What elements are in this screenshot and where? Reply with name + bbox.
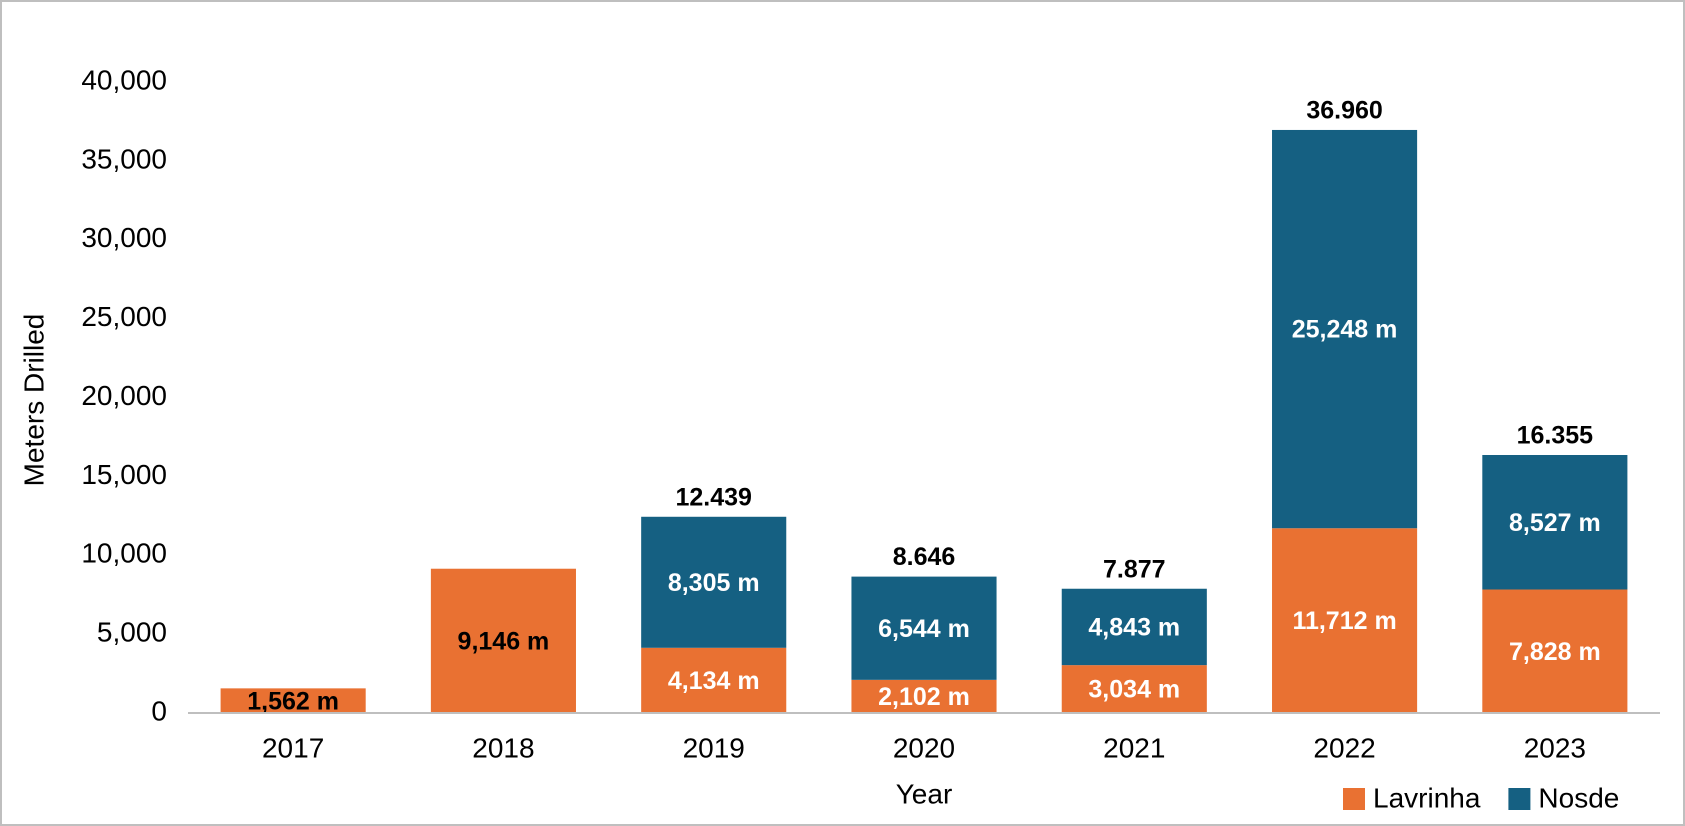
y-tick-label: 0 <box>151 695 167 726</box>
bar-segment <box>1272 129 1418 529</box>
data-label: 25,248 m <box>1292 316 1398 344</box>
data-label: 8,305 m <box>668 569 760 597</box>
total-label: 36.960 <box>1306 97 1382 125</box>
total-label: 8.646 <box>893 543 956 571</box>
y-tick-label: 10,000 <box>81 538 167 569</box>
x-tick-label: 2018 <box>472 732 534 763</box>
data-label: 3,034 m <box>1088 676 1180 704</box>
total-label: 16.355 <box>1517 422 1594 450</box>
y-tick-label: 30,000 <box>81 222 167 253</box>
y-tick-label: 25,000 <box>81 301 167 332</box>
x-tick-label: 2021 <box>1103 732 1165 763</box>
x-tick-label: 2020 <box>893 732 955 763</box>
bar-segment <box>851 576 997 680</box>
legend-swatch <box>1508 788 1531 810</box>
x-tick-label: 2022 <box>1313 732 1375 763</box>
y-tick-label: 20,000 <box>81 380 167 411</box>
bar-segment <box>1482 589 1628 713</box>
y-tick-label: 35,000 <box>81 143 167 174</box>
legend-label: Nosde <box>1538 782 1619 813</box>
x-tick-label: 2023 <box>1524 732 1586 763</box>
data-label: 9,146 m <box>458 627 550 655</box>
data-label: 11,712 m <box>1292 607 1396 635</box>
x-tick-label: 2019 <box>683 732 745 763</box>
y-tick-label: 5,000 <box>97 617 167 648</box>
bar-segment <box>1061 665 1207 713</box>
data-label: 8,527 m <box>1509 509 1601 537</box>
data-label: 7,828 m <box>1509 638 1601 666</box>
bar-segment <box>1272 528 1418 713</box>
bar-segment <box>430 568 576 713</box>
bar-segment <box>1061 588 1207 666</box>
data-label: 4,134 m <box>668 667 760 695</box>
legend-label: Lavrinha <box>1373 782 1481 813</box>
bar-segment <box>641 647 787 713</box>
bar-segment <box>851 679 997 713</box>
y-axis-title: Meters Drilled <box>18 314 49 487</box>
total-label: 7.877 <box>1103 555 1166 583</box>
bar-segment <box>641 516 787 648</box>
y-tick-label: 15,000 <box>81 459 167 490</box>
data-label: 4,843 m <box>1088 614 1180 642</box>
x-tick-label: 2017 <box>262 732 324 763</box>
x-axis-title: Year <box>896 778 953 809</box>
data-label: 2,102 m <box>878 683 970 711</box>
legend-swatch <box>1343 788 1365 810</box>
data-label: 1,562 m <box>247 687 339 715</box>
data-label: 6,544 m <box>878 615 970 643</box>
bar-segment <box>220 688 366 713</box>
y-tick-label: 40,000 <box>81 64 167 95</box>
total-label: 12.439 <box>675 483 751 511</box>
bar-segment <box>1482 454 1628 590</box>
